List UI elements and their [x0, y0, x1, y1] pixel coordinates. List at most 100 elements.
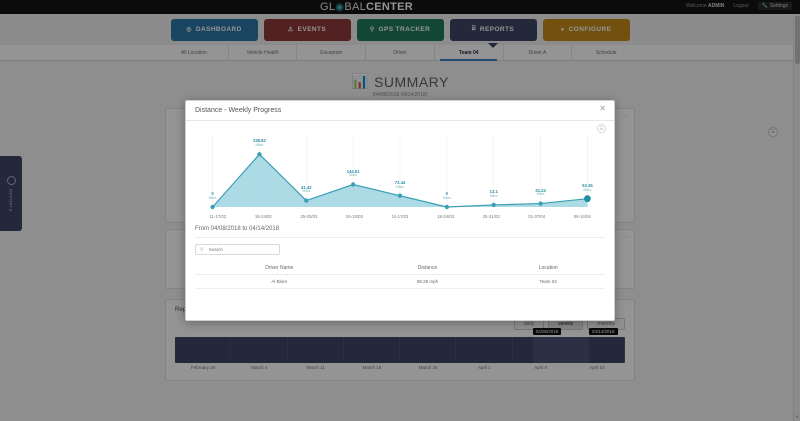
range-handle-start[interactable]: 04/08/2018 — [532, 328, 562, 335]
chart-x-tick: 04-10/03 — [345, 214, 363, 219]
chart-data-point[interactable] — [584, 195, 591, 203]
settings-label: Settings — [769, 3, 788, 9]
period-button-daily[interactable]: daily — [513, 318, 545, 330]
cell-distance: 98.28 mph — [363, 274, 492, 289]
welcome-username: ADMIN — [708, 3, 725, 9]
search-icon: ⚲ — [200, 246, 204, 253]
logo-text-pre: GL — [320, 1, 336, 13]
nav-label: GPS TRACKER — [378, 26, 431, 33]
distance-chart: 0 Miles 338.82 Miles 41.42 Miles 144.61 Miles 72… — [195, 135, 605, 213]
chart-data-point[interactable] — [257, 152, 262, 157]
sub-tabs: All Location Vehicle Health Exception Dr… — [0, 45, 800, 61]
nav-label: EVENTS — [297, 26, 327, 33]
chart-menu-icon[interactable]: ☰ — [597, 124, 606, 133]
nav-button-events[interactable]: ⚠ EVENTS — [263, 18, 351, 41]
column-header-location[interactable]: Location — [491, 262, 605, 275]
settings-button[interactable]: 🔧 Settings — [757, 2, 792, 10]
date-range-text: From 04/08/2018 to 04/14/2018 — [195, 219, 605, 238]
chart-data-point[interactable] — [350, 182, 356, 187]
tab-schedule[interactable]: Schedule — [595, 49, 617, 56]
chart-x-tick: 01-07/04 — [528, 214, 546, 219]
chart-x-tick: 18-24/02 — [254, 214, 272, 219]
slider-track[interactable] — [175, 337, 625, 363]
slider-axis-tick: April 1 — [477, 365, 491, 370]
chart-x-axis-labels: 11-17/02 18-24/02 25-03/03 04-10/03 11-17/03… — [195, 214, 605, 219]
close-icon[interactable]: ✕ — [599, 104, 606, 113]
slider-axis-tick: March 25 — [418, 365, 438, 370]
chart-data-point[interactable] — [444, 204, 450, 210]
scroll-down-icon[interactable]: ▼ — [795, 414, 799, 419]
nav-button-gps-tracker[interactable]: ⚲ GPS TRACKER — [356, 18, 444, 41]
nav-button-configure[interactable]: ● CONFIGURE — [542, 18, 630, 41]
slider-axis-tick: April 8 — [534, 365, 547, 370]
card-menu-icon[interactable]: ⋯ — [623, 114, 629, 120]
tab-all-location[interactable]: All Location — [160, 45, 229, 60]
logout-link[interactable]: Logout — [733, 3, 749, 9]
floating-action-button[interactable]: ☰ — [768, 127, 778, 137]
table-header-row: Driver Name Distance Location — [195, 262, 605, 275]
modal-title: Distance - Weekly Progress — [195, 107, 282, 114]
app-logo[interactable]: GL◉BALCENTER — [320, 1, 413, 13]
logo-text-mid: BAL — [344, 1, 367, 13]
range-handle-end[interactable]: 04/14/2018 — [589, 328, 618, 335]
scrollbar-thumb[interactable] — [795, 16, 800, 64]
tab-vehicle-health[interactable]: Vehicle Health — [229, 45, 298, 60]
chart-data-point[interactable] — [397, 193, 403, 198]
chart-icon: ⌸ — [471, 26, 476, 32]
search-input-wrapper[interactable]: ⚲ — [195, 244, 280, 255]
cell-location: Team 04 — [491, 274, 605, 289]
circle-icon — [6, 175, 16, 185]
nav-button-reports[interactable]: ⌸ REPORTS — [449, 18, 537, 41]
chart-x-tick: 25-31/03 — [482, 214, 500, 219]
nav-label: REPORTS — [479, 26, 515, 33]
chart-data-point[interactable] — [210, 204, 215, 210]
summary-title-text: SUMMARY — [374, 73, 449, 90]
tab-team-04[interactable]: Team 04 — [435, 45, 504, 61]
slider-axis-tick: March 18 — [362, 365, 382, 370]
nav-label: CONFIGURE — [568, 26, 612, 33]
summary-header: 📊 SUMMARY (04/08/2018 04/14/2018) — [0, 61, 800, 98]
chart-svg — [210, 135, 591, 210]
reports-period-buttons: daily weekly monthly — [175, 318, 625, 330]
wrench-icon: 🔧 — [761, 3, 768, 9]
chart-x-tick: 25-03/03 — [300, 214, 318, 219]
column-header-distance[interactable]: Distance — [363, 262, 492, 275]
driver-distance-table: Driver Name Distance Location Al Blore 9… — [195, 262, 605, 289]
main-nav: ◎ DASHBOARD ⚠ EVENTS ⚲ GPS TRACKER ⌸ REP… — [0, 14, 800, 45]
tab-driver-a[interactable]: Driver A — [504, 45, 573, 60]
chart-data-point[interactable] — [491, 202, 496, 208]
tab-driver[interactable]: Driver — [366, 45, 435, 60]
distance-weekly-progress-modal: Distance - Weekly Progress ✕ ☰ 0 Miles 338… — [185, 100, 615, 321]
side-tab-reports[interactable]: REPORTS — [0, 156, 22, 231]
chart-data-point[interactable] — [304, 198, 309, 203]
slider-axis-tick: March 4 — [251, 365, 268, 370]
column-header-driver-name[interactable]: Driver Name — [195, 262, 364, 275]
pin-icon: ⚲ — [369, 27, 375, 33]
modal-body: ☰ 0 Miles 338.82 Miles 41.42 Miles 144.61 Miles… — [186, 121, 614, 320]
top-bar: GL◉BALCENTER Welcome ADMIN Logout 🔧 Sett… — [0, 0, 800, 14]
nav-label: DASHBOARD — [195, 26, 242, 33]
page-title: 📊 SUMMARY — [0, 73, 800, 90]
chart-x-tick: 11-17/02 — [209, 214, 227, 219]
table-row[interactable]: Al Blore 98.28 mph Team 04 — [195, 274, 605, 289]
nav-button-dashboard[interactable]: ◎ DASHBOARD — [170, 18, 258, 41]
warning-icon: ⚠ — [287, 27, 294, 33]
bar-chart-icon: 📊 — [351, 73, 370, 89]
chart-data-point[interactable] — [538, 201, 543, 206]
logo-text-bold: CENTER — [366, 1, 414, 13]
top-bar-right: Welcome ADMIN Logout 🔧 Settings — [686, 2, 792, 10]
tab-exception[interactable]: Exception — [297, 45, 367, 60]
search-input[interactable] — [206, 246, 275, 253]
slider-axis-tick: April 15 — [589, 365, 605, 370]
chart-x-tick: 11-17/03 — [391, 214, 409, 219]
user-icon: ● — [560, 26, 565, 33]
slider-axis-labels: February 25 March 4 March 11 March 18 March … — [175, 365, 625, 370]
chart-x-tick: 08-14/04 — [573, 214, 591, 219]
slider-axis-tick: February 25 — [190, 365, 216, 370]
slider-selected-range — [532, 337, 589, 363]
card-menu-icon[interactable]: ⋯ — [623, 235, 629, 241]
logo-glyph-icon: ◉ — [335, 2, 345, 13]
period-range-slider[interactable]: 04/08/2018 04/14/2018 February 25 March 4… — [175, 328, 625, 370]
page-scrollbar[interactable]: ▲ ▼ — [793, 14, 800, 421]
